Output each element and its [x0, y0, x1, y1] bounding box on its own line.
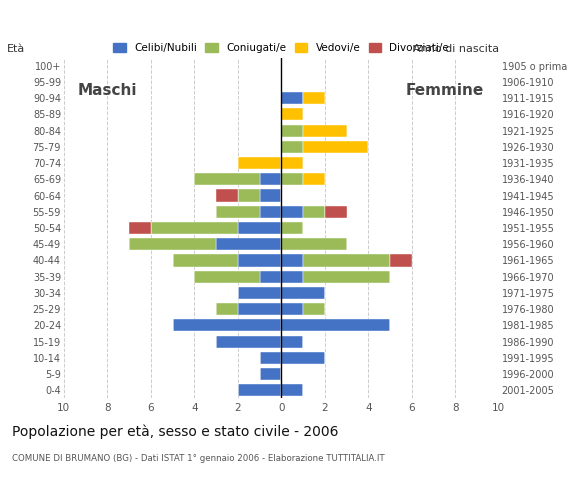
Bar	[260, 368, 281, 380]
Bar	[238, 190, 260, 202]
Text: Anno di nascita: Anno di nascita	[413, 44, 499, 54]
Bar	[303, 92, 325, 104]
Bar	[216, 190, 238, 202]
Bar	[281, 271, 303, 283]
Bar	[238, 287, 281, 299]
Text: Maschi: Maschi	[78, 83, 137, 98]
Bar	[216, 238, 281, 250]
Bar	[194, 271, 260, 283]
Bar	[260, 190, 281, 202]
Bar	[281, 254, 303, 266]
Bar	[303, 254, 390, 266]
Bar	[260, 206, 281, 218]
Bar	[281, 303, 303, 315]
Text: Femmine: Femmine	[405, 83, 484, 98]
Bar	[303, 173, 325, 185]
Bar	[173, 254, 238, 266]
Bar	[194, 173, 260, 185]
Bar	[238, 384, 281, 396]
Bar	[303, 124, 347, 137]
Bar	[238, 222, 281, 234]
Bar	[281, 141, 303, 153]
Bar	[281, 336, 303, 348]
Bar	[281, 173, 303, 185]
Bar	[303, 271, 390, 283]
Bar	[238, 303, 281, 315]
Bar	[238, 157, 281, 169]
Bar	[260, 352, 281, 364]
Text: COMUNE DI BRUMANO (BG) - Dati ISTAT 1° gennaio 2006 - Elaborazione TUTTITALIA.IT: COMUNE DI BRUMANO (BG) - Dati ISTAT 1° g…	[12, 454, 384, 463]
Bar	[173, 319, 281, 332]
Bar	[281, 238, 347, 250]
Bar	[281, 124, 303, 137]
Bar	[281, 287, 325, 299]
Bar	[129, 222, 151, 234]
Bar	[281, 222, 303, 234]
Bar	[216, 303, 238, 315]
Bar	[238, 254, 281, 266]
Text: Popolazione per età, sesso e stato civile - 2006: Popolazione per età, sesso e stato civil…	[12, 425, 338, 439]
Bar	[281, 352, 325, 364]
Bar	[281, 319, 390, 332]
Bar	[281, 157, 303, 169]
Bar	[151, 222, 238, 234]
Bar	[303, 141, 368, 153]
Bar	[303, 303, 325, 315]
Bar	[260, 173, 281, 185]
Bar	[281, 108, 303, 120]
Bar	[390, 254, 412, 266]
Bar	[281, 92, 303, 104]
Legend: Celibi/Nubili, Coniugati/e, Vedovi/e, Divorziati/e: Celibi/Nubili, Coniugati/e, Vedovi/e, Di…	[109, 39, 454, 57]
Text: Età: Età	[7, 44, 26, 54]
Bar	[281, 206, 303, 218]
Bar	[303, 206, 325, 218]
Bar	[260, 271, 281, 283]
Bar	[216, 206, 260, 218]
Bar	[129, 238, 216, 250]
Bar	[216, 336, 281, 348]
Bar	[325, 206, 347, 218]
Bar	[281, 384, 303, 396]
